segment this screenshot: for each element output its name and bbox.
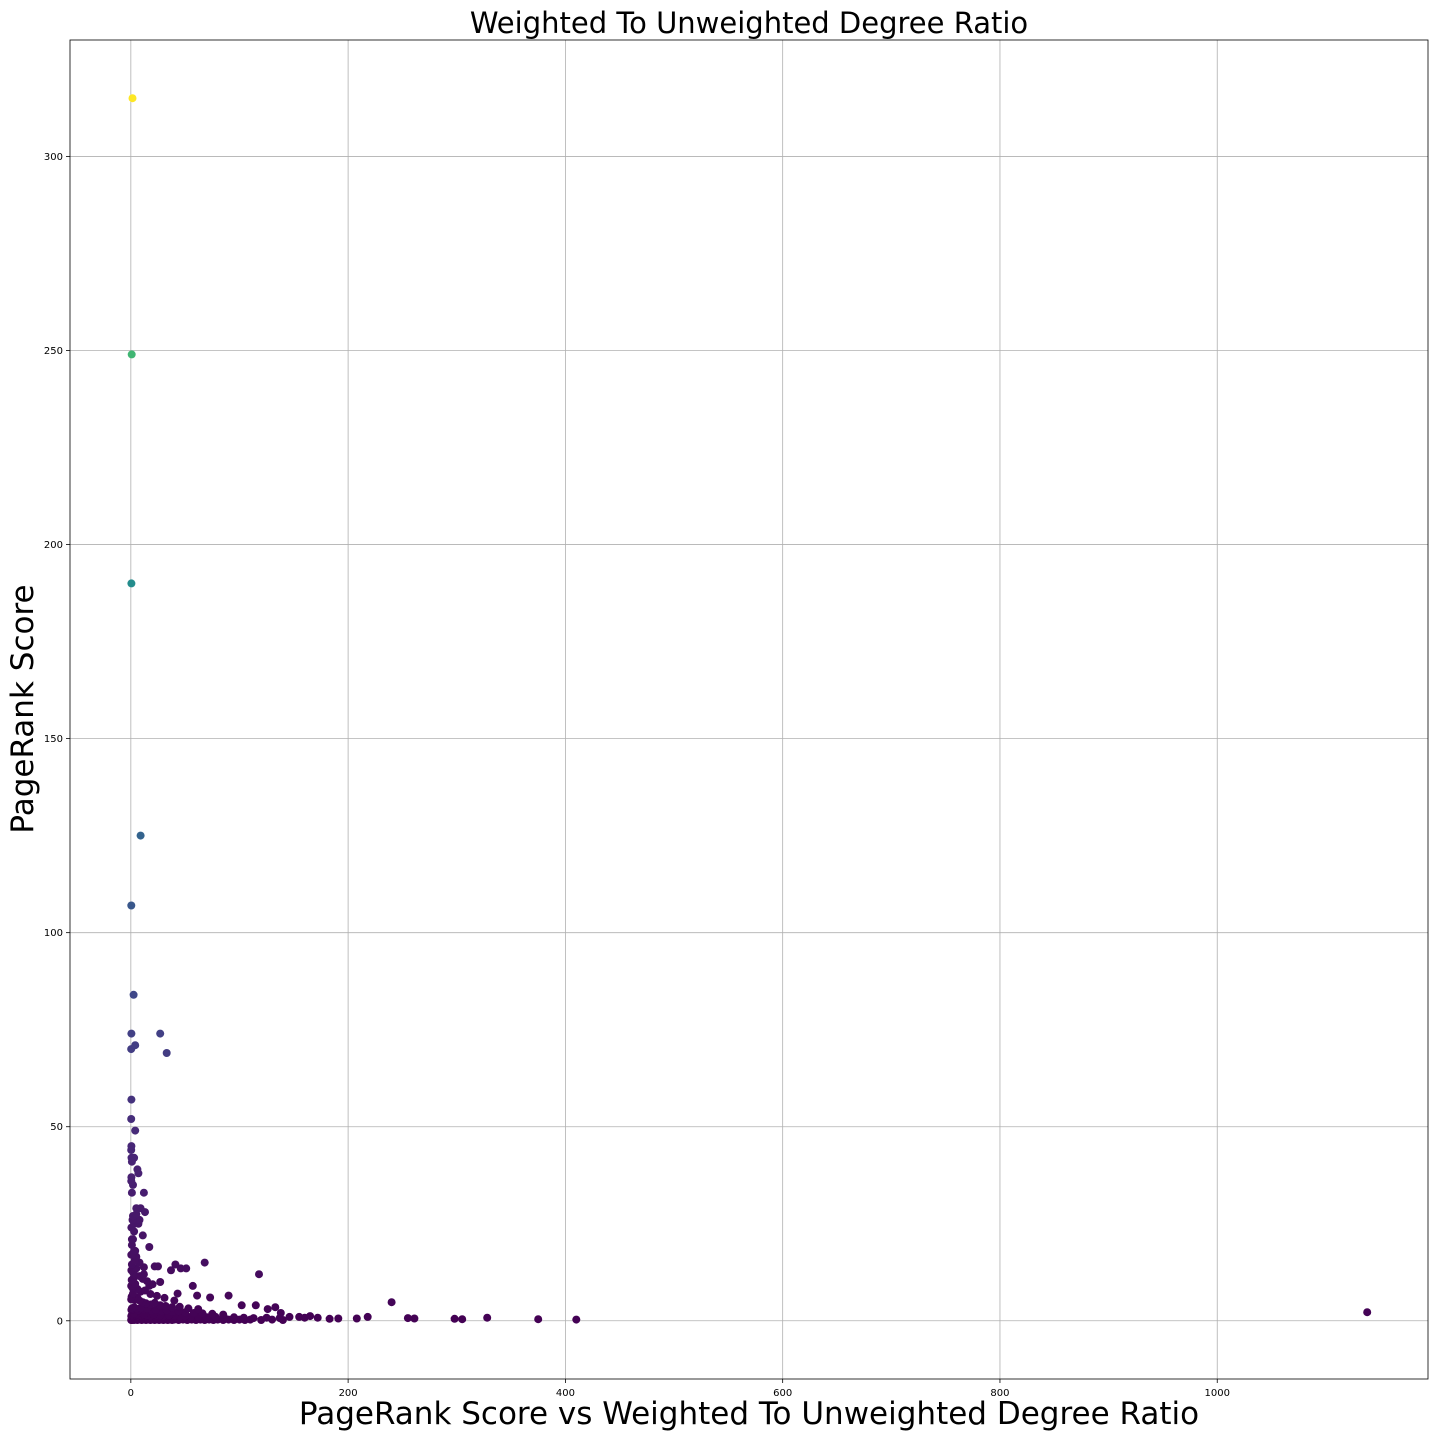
- data-point: [127, 1115, 136, 1123]
- data-point: [363, 1312, 372, 1321]
- data-point: [162, 1049, 171, 1057]
- data-point: [168, 1303, 177, 1312]
- data-point: [152, 1291, 161, 1300]
- data-point: [1363, 1308, 1372, 1317]
- data-point: [194, 1305, 203, 1314]
- data-point: [262, 1313, 271, 1322]
- x-tick-label: 400: [556, 1388, 575, 1399]
- data-point: [219, 1310, 228, 1319]
- data-point: [132, 1204, 141, 1213]
- data-point: [131, 1126, 140, 1135]
- data-point: [200, 1258, 209, 1267]
- data-point: [127, 1173, 136, 1182]
- data-point: [572, 1315, 581, 1324]
- data-point: [251, 1301, 260, 1310]
- data-point: [450, 1314, 459, 1323]
- data-point: [127, 901, 136, 910]
- data-point: [208, 1309, 217, 1318]
- data-point: [131, 1041, 140, 1050]
- data-point: [136, 831, 145, 840]
- y-tick-label: 200: [44, 540, 63, 551]
- data-point: [271, 1303, 280, 1312]
- data-point: [156, 1278, 165, 1286]
- data-point: [132, 1210, 141, 1219]
- data-point: [171, 1260, 180, 1269]
- data-point: [139, 1188, 148, 1197]
- data-point: [127, 579, 136, 588]
- data-point: [193, 1291, 202, 1300]
- data-point: [224, 1291, 233, 1300]
- data-point: [130, 1153, 139, 1162]
- y-tick-label: 0: [57, 1316, 63, 1327]
- y-tick-label: 50: [50, 1122, 63, 1133]
- data-points: [127, 94, 1372, 1324]
- data-point: [352, 1314, 361, 1323]
- y-tick-label: 100: [44, 928, 63, 939]
- data-point: [150, 1298, 159, 1307]
- grid-lines: [70, 40, 1428, 1379]
- data-point: [173, 1289, 182, 1298]
- y-tick-label: 150: [44, 734, 63, 745]
- x-tick-label: 200: [339, 1388, 358, 1399]
- data-point: [139, 1270, 148, 1279]
- data-point: [230, 1313, 238, 1322]
- y-tick-label: 250: [44, 346, 63, 357]
- data-point: [127, 1188, 136, 1197]
- data-point: [239, 1313, 248, 1322]
- x-axis-label: PageRank Score vs Weighted To Unweighted…: [299, 1396, 1199, 1432]
- data-point: [145, 1243, 154, 1251]
- axis-ticks: 0 200 400 600 800 1000 0 50 100 150 200 250 300: [44, 152, 1230, 1399]
- data-point: [237, 1301, 246, 1310]
- data-point: [188, 1281, 197, 1290]
- chart-title: Weighted To Unweighted Degree Ratio: [470, 6, 1028, 40]
- data-point: [483, 1313, 492, 1322]
- plot-frame: [69, 39, 1429, 1380]
- data-point: [127, 1142, 136, 1151]
- x-tick-label: 1000: [1205, 1388, 1230, 1399]
- data-point: [255, 1270, 263, 1279]
- y-axis-label: PageRank Score: [5, 584, 41, 833]
- data-point: [182, 1264, 191, 1273]
- data-point: [127, 1095, 136, 1104]
- x-tick-label: 600: [773, 1388, 792, 1399]
- data-point: [534, 1315, 543, 1324]
- x-tick-label: 800: [990, 1388, 1009, 1399]
- data-point: [138, 1231, 147, 1240]
- data-point: [184, 1304, 193, 1313]
- data-point: [128, 94, 137, 103]
- data-point: [170, 1296, 179, 1305]
- data-point: [295, 1312, 304, 1321]
- data-point: [306, 1312, 315, 1321]
- data-point: [127, 350, 136, 359]
- data-point: [167, 1266, 175, 1275]
- data-point: [334, 1314, 343, 1323]
- data-point: [160, 1293, 169, 1302]
- data-point: [458, 1315, 467, 1324]
- data-point: [130, 1303, 139, 1312]
- x-tick-label: 0: [128, 1388, 134, 1399]
- data-point: [249, 1314, 258, 1323]
- data-point: [175, 1302, 184, 1311]
- data-point: [156, 1029, 165, 1038]
- data-point: [129, 990, 138, 999]
- data-point: [313, 1313, 322, 1322]
- data-point: [276, 1309, 285, 1317]
- data-point: [129, 1235, 137, 1244]
- data-point: [325, 1314, 334, 1323]
- data-point: [387, 1298, 396, 1307]
- data-point: [133, 1165, 142, 1174]
- data-point: [263, 1305, 272, 1314]
- y-tick-label: 300: [44, 152, 63, 163]
- data-point: [285, 1312, 294, 1321]
- data-point: [127, 1029, 136, 1038]
- data-point: [403, 1314, 412, 1323]
- data-point: [154, 1262, 162, 1271]
- data-point: [206, 1293, 215, 1302]
- data-point: [410, 1314, 419, 1323]
